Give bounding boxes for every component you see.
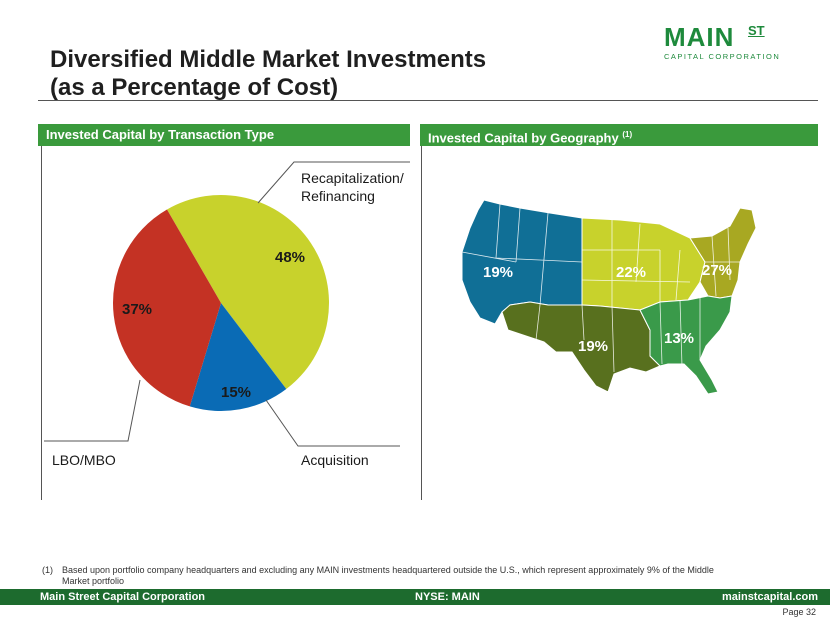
transaction-panel-header: Invested Capital by Transaction Type — [38, 124, 410, 146]
acquisition-percent: 15% — [221, 384, 252, 401]
leader-line-recap — [257, 161, 410, 204]
map-label-midwest: 22% — [616, 264, 647, 281]
acquisition-label: Acquisition — [301, 452, 369, 468]
footer-company: Main Street Capital Corporation — [40, 591, 206, 603]
geography-panel-title: Invested Capital by Geography — [428, 130, 619, 146]
recap-label-line-1: Recapitalization/ — [301, 170, 404, 186]
footer-ticker: NYSE: MAIN — [415, 591, 480, 603]
company-logo: MAIN ST CAPITAL CORPORATION — [660, 22, 780, 62]
recap-percent: 48% — [275, 249, 306, 266]
lbo-label: LBO/MBO — [52, 452, 116, 468]
footer-bar: Main Street Capital Corporation NYSE: MA… — [0, 589, 830, 605]
transaction-panel-border — [41, 146, 42, 500]
lbo-percent: 37% — [122, 301, 153, 318]
logo-subtitle: CAPITAL CORPORATION — [664, 52, 781, 61]
title-divider — [38, 100, 818, 101]
footnote: (1) Based upon portfolio company headqua… — [42, 565, 722, 587]
state-borders — [461, 203, 740, 373]
recap-label-line-2: Refinancing — [301, 188, 375, 204]
footer-website[interactable]: mainstcapital.com — [722, 591, 818, 603]
geography-panel-header: Invested Capital by Geography (1) — [420, 124, 818, 146]
map-region-northeast — [689, 207, 757, 299]
footnote-number: (1) — [42, 565, 53, 575]
page-number: Page 32 — [782, 607, 816, 617]
map-label-west: 19% — [483, 264, 514, 281]
pie-slice-recap — [167, 194, 330, 390]
title-line-1: Diversified Middle Market Investments — [50, 46, 487, 73]
leader-line-lbo — [44, 379, 141, 442]
logo-main-text: MAIN — [664, 22, 735, 52]
map-label-northeast: 27% — [702, 262, 733, 279]
geography-panel-footnote-ref: (1) — [622, 130, 633, 139]
logo-st-text: ST — [748, 23, 765, 38]
transaction-panel-title: Invested Capital by Transaction Type — [46, 127, 275, 142]
title-line-2: (as a Percentage of Cost) — [50, 74, 339, 101]
footnote-text: Based upon portfolio company headquarter… — [62, 565, 714, 586]
page-title: Diversified Middle Market Investments (a… — [50, 46, 486, 102]
map-region-southeast — [639, 295, 733, 395]
map-region-southwest — [501, 301, 661, 393]
leader-line-acquisition — [265, 399, 400, 447]
pie-slice-acquisition — [189, 303, 287, 411]
map-label-southeast: 13% — [664, 330, 695, 347]
geography-panel-border — [421, 146, 422, 500]
recap-label: Recapitalization/ Refinancing — [301, 169, 404, 205]
pie-slice-lbo — [112, 209, 221, 407]
map-label-southwest: 19% — [578, 338, 609, 355]
